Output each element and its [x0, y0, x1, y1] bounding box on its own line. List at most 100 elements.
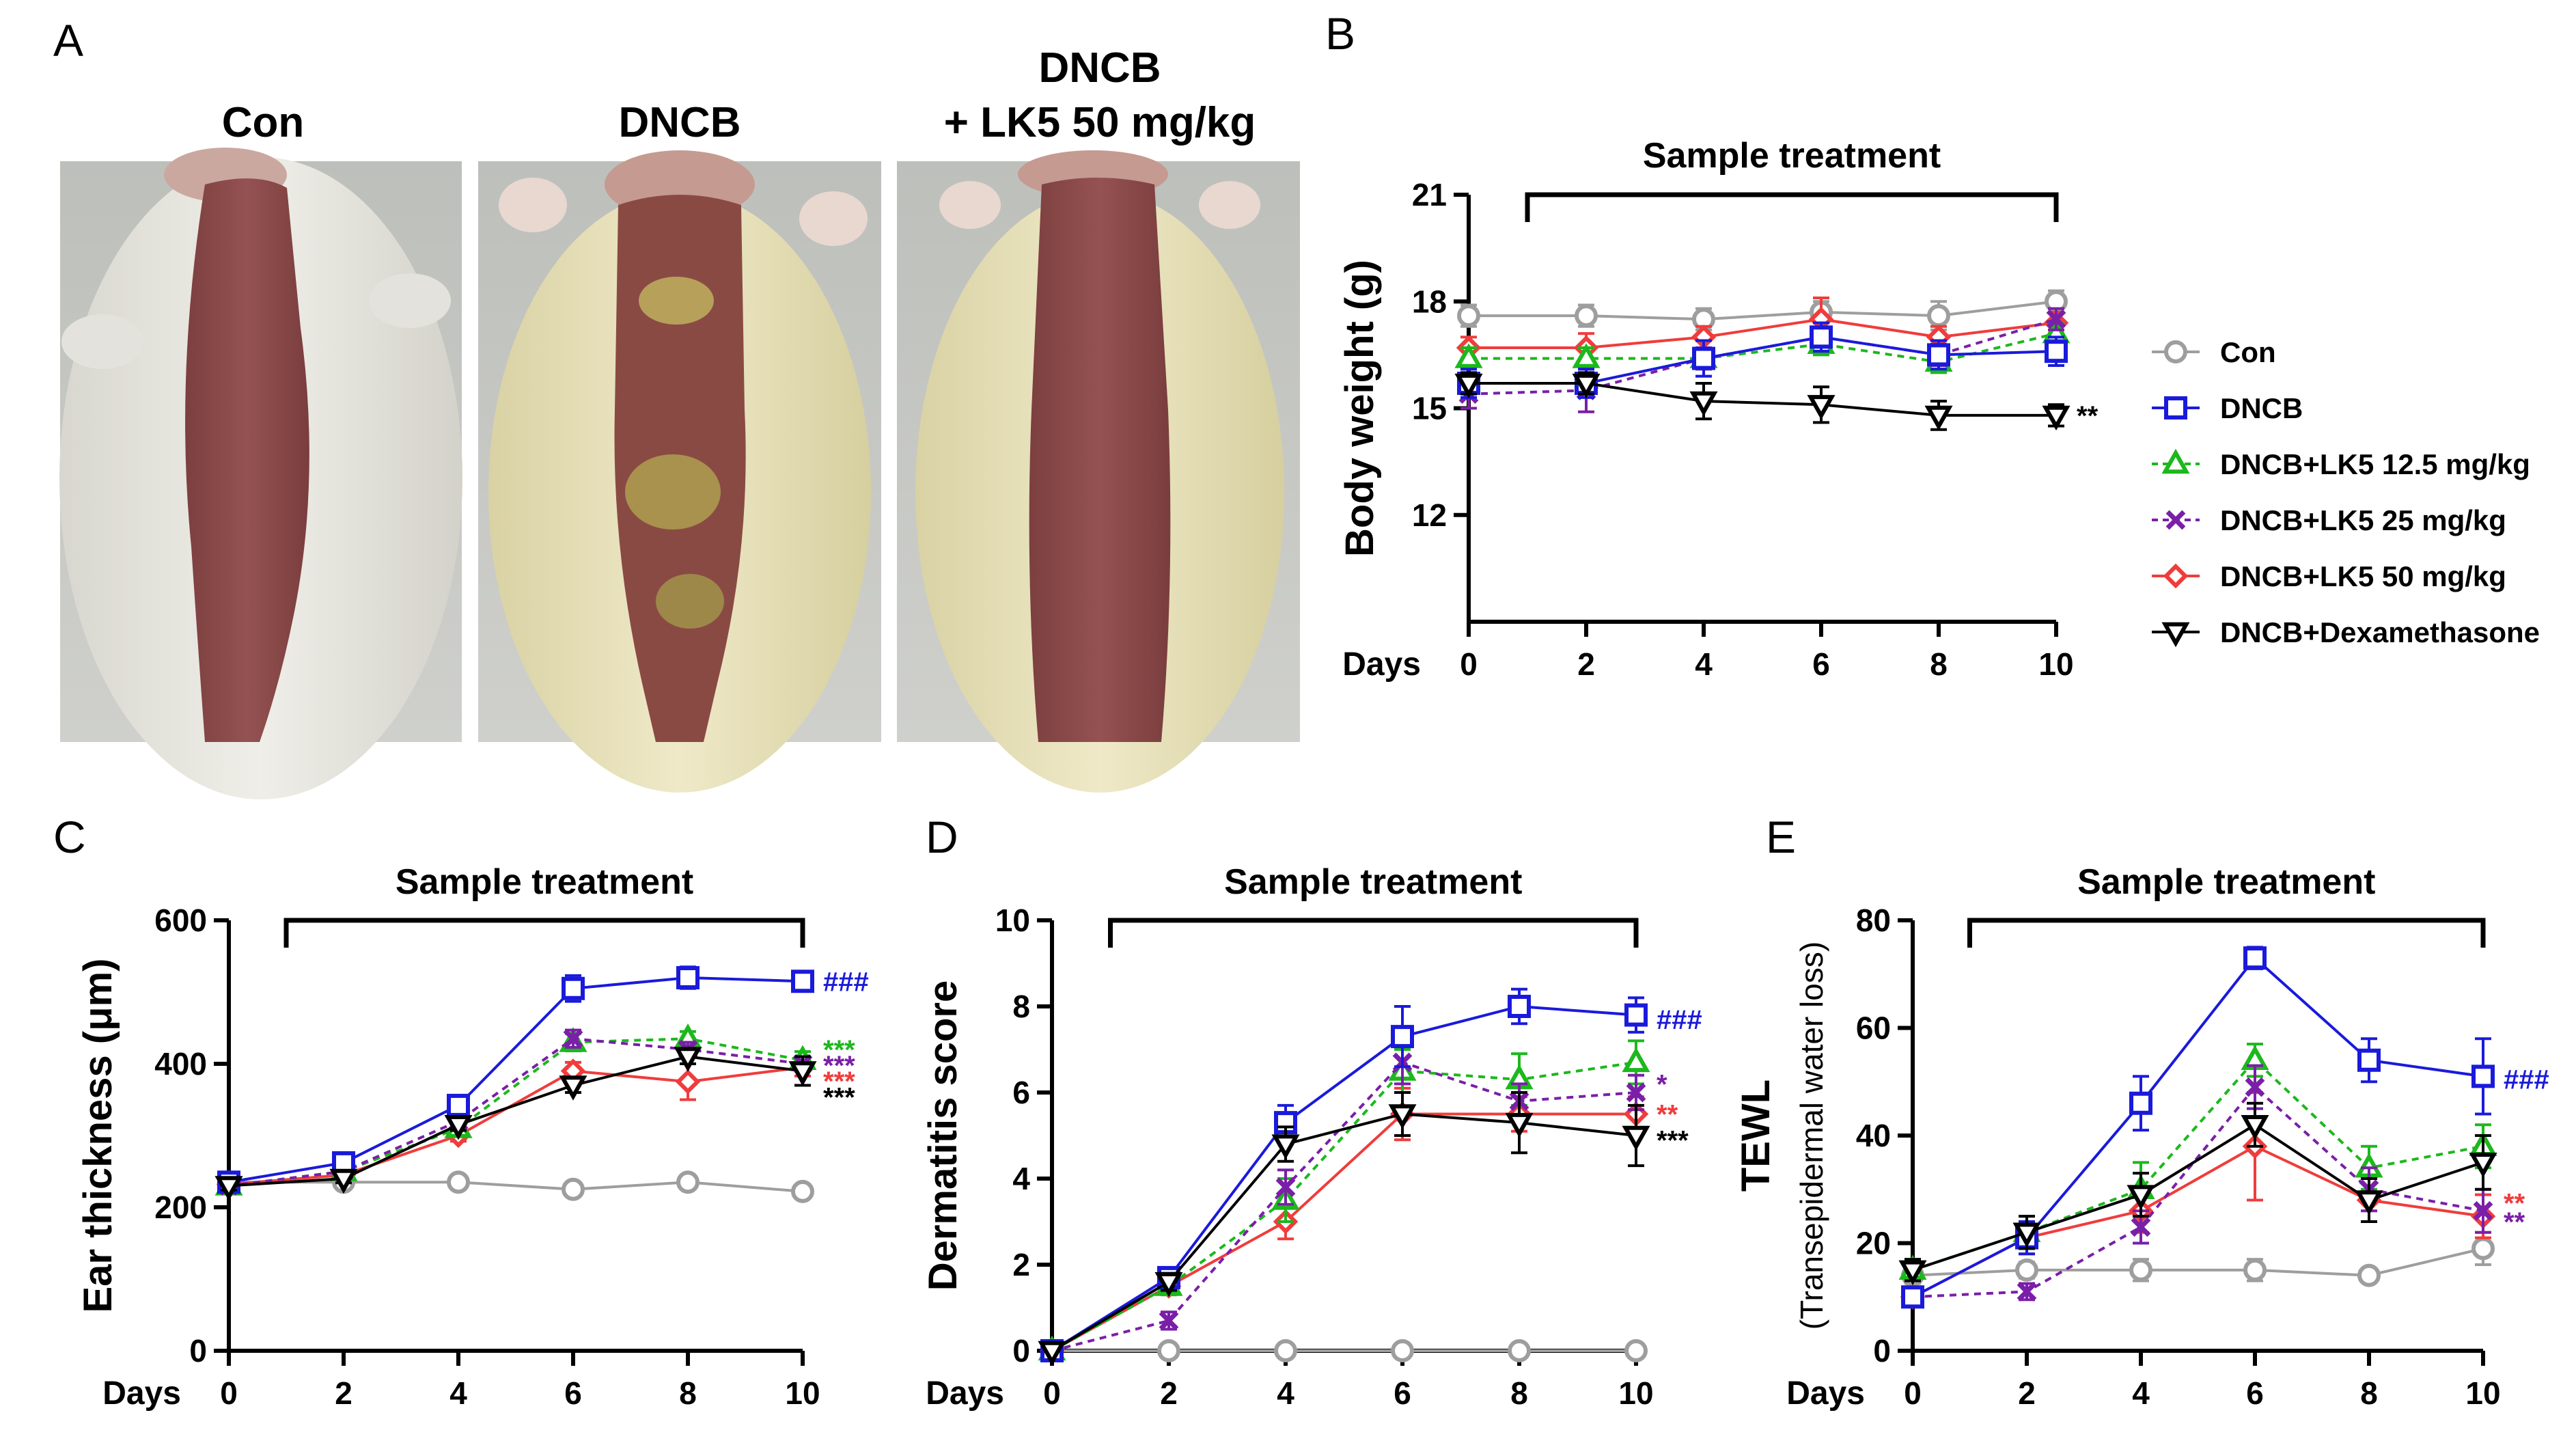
- data-point-dncb: [1927, 343, 1950, 367]
- data-point-dexa: [2127, 1185, 2155, 1210]
- data-point-con: [676, 1170, 700, 1194]
- significance-label: ***: [1657, 1125, 1689, 1155]
- data-point-con: [2357, 1263, 2381, 1287]
- series-line-dexa: [1051, 1112, 1637, 1352]
- panel-label-c: C: [53, 812, 86, 862]
- data-point-lk5_25: [1275, 1177, 1296, 1197]
- y-tick-label: 40: [1856, 1118, 1891, 1153]
- series-line-dexa: [1469, 382, 2056, 417]
- x-tick-label: 10: [1618, 1375, 1653, 1411]
- data-point-dncb: [676, 966, 700, 989]
- series-line-con: [1912, 1247, 2484, 1277]
- significance-label: ###: [2504, 1064, 2549, 1095]
- data-point-dexa: [1388, 1104, 1417, 1129]
- y-tick-label: 20: [1856, 1226, 1891, 1261]
- data-point-dexa: [1572, 373, 1601, 399]
- data-point-dexa: [2355, 1190, 2383, 1215]
- x-tick-label: 2: [1577, 646, 1595, 682]
- data-point-lk5_25: [2046, 309, 2066, 329]
- data-point-dncb: [1692, 346, 1715, 370]
- data-point-con: [2471, 1237, 2495, 1261]
- x-tick-label: 6: [2246, 1375, 2264, 1411]
- series-line-dexa: [228, 1055, 803, 1187]
- treatment-bracket: [1967, 918, 2486, 948]
- series-con: [1040, 1339, 1648, 1362]
- legend-marker-lk5_25-stroke-b: [2165, 510, 2186, 530]
- data-point-con: [1508, 1339, 1531, 1362]
- legend-marker-lk5_50: [2163, 563, 2189, 589]
- series-lk5_25: [1458, 307, 2066, 413]
- x-tick-label: 4: [449, 1375, 467, 1411]
- data-point-con: [1274, 1339, 1297, 1362]
- series-dexa: [1454, 371, 2071, 431]
- data-point-dexa: [1689, 391, 1718, 417]
- data-point-con: [791, 1179, 814, 1203]
- legend-marker-lk5_12: [2161, 448, 2190, 474]
- data-point-lk5_25: [2131, 1217, 2151, 1237]
- y-tick-label: 400: [154, 1046, 207, 1082]
- treatment-bracket: [1525, 192, 2059, 222]
- series-line-dexa: [1912, 1123, 2484, 1272]
- x-tick-label: 8: [679, 1375, 697, 1411]
- chart-ear-thickness: 0 200 400 600 0 2 4 6 8 10 Days Ear thickness (μm) S…: [76, 862, 869, 1412]
- y-tick-label: 6: [1012, 1075, 1030, 1110]
- data-point-lk5_25: [1159, 1310, 1179, 1331]
- panel-label-b: B: [1325, 8, 1355, 59]
- x-tick-label: 6: [1394, 1375, 1411, 1411]
- data-point-con: [2129, 1258, 2152, 1282]
- series-line-lk5_50: [1912, 1144, 2484, 1299]
- series-lk5_12: [1038, 1039, 1650, 1361]
- data-point-con: [447, 1170, 470, 1194]
- series-dexa: [214, 1047, 817, 1201]
- series-line-dncb: [1469, 335, 2057, 385]
- y-tick-label: 200: [154, 1190, 207, 1225]
- data-point-lk5_25-stroke-b: [2245, 1077, 2265, 1097]
- x-tick-label: 0: [1904, 1375, 1922, 1411]
- legend-label-dncb: DNCB: [2220, 392, 2303, 424]
- data-point-dncb: [562, 976, 585, 1000]
- series-line-lk5_25: [1912, 1085, 2484, 1299]
- series-lk5_50: [1900, 1091, 2496, 1310]
- data-point-lk5_25: [2245, 1077, 2265, 1097]
- x-tick-label: 10: [2465, 1375, 2500, 1411]
- data-point-dncb: [1508, 995, 1531, 1018]
- data-point-lk5_25-stroke-b: [2473, 1200, 2493, 1221]
- legend-item-lk5_12: DNCB+LK5 12.5 mg/kg: [2152, 448, 2530, 480]
- data-point-lk5_25-stroke-b: [1275, 1177, 1296, 1197]
- y-tick-label: 80: [1856, 903, 1891, 938]
- series-line-lk5_50: [1051, 1112, 1636, 1352]
- treatment-label: Sample treatment: [1224, 862, 1522, 902]
- x-axis-label: Days: [926, 1375, 1004, 1412]
- series-dncb: [1901, 946, 2495, 1309]
- data-point-dexa: [1154, 1272, 1183, 1297]
- data-point-con: [1457, 304, 1480, 328]
- series-line-con: [229, 1181, 803, 1193]
- x-tick-label: 2: [2018, 1375, 2036, 1411]
- mouse-photo-con: [59, 148, 462, 799]
- legend: Con DNCB DNCB+LK5 12.5 mg/kg DNCB+LK5 25 mg…: [2152, 336, 2540, 648]
- photo-title-lk5-line1: DNCB: [1038, 44, 1161, 92]
- x-tick-label: 8: [1510, 1375, 1528, 1411]
- legend-label-dexa: DNCB+Dexamethasone: [2220, 616, 2540, 648]
- panel-label-e: E: [1766, 812, 1796, 862]
- x-tick-label: 10: [785, 1375, 820, 1411]
- series-line-con: [1469, 300, 2057, 321]
- treatment-label: Sample treatment: [396, 862, 693, 902]
- significance-label: **: [2504, 1207, 2525, 1237]
- y-axis-sublabel: (Transepidermal water loss): [1794, 942, 1829, 1330]
- series-line-lk5_12: [1469, 332, 2057, 363]
- x-tick-label: 0: [1460, 646, 1478, 682]
- data-point-con: [2015, 1258, 2038, 1282]
- data-point-dexa: [559, 1075, 587, 1101]
- data-point-dexa: [2241, 1115, 2269, 1140]
- significance-label: **: [2077, 401, 2099, 431]
- x-tick-label: 10: [2038, 646, 2073, 682]
- series-line-dncb: [1051, 1004, 1637, 1352]
- data-point-con: [1927, 304, 1950, 328]
- y-axis-label: Body weight (g): [1338, 260, 1382, 557]
- data-point-dexa: [1807, 395, 1836, 420]
- x-tick-label: 0: [220, 1375, 238, 1411]
- data-point-lk5_12: [1622, 1047, 1650, 1073]
- data-point-dexa: [1898, 1260, 1927, 1286]
- data-point-dncb: [1391, 1025, 1414, 1049]
